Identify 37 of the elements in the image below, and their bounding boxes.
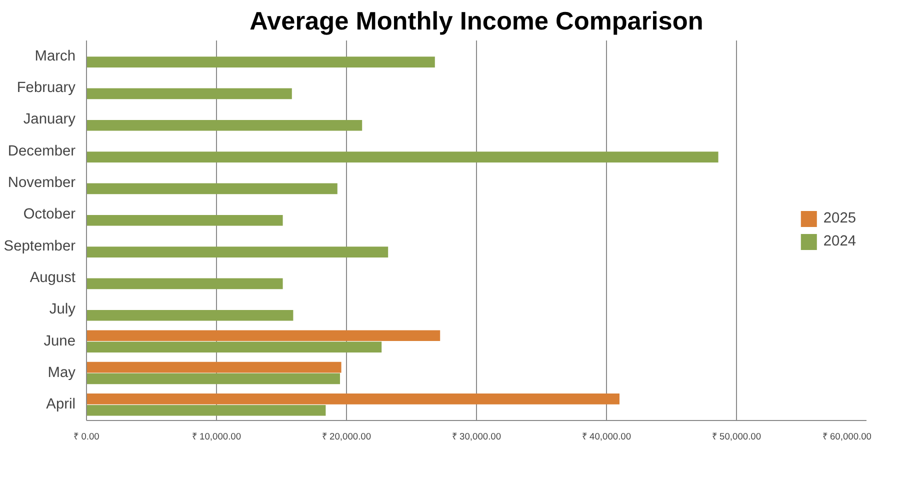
- y-tick-label: August: [30, 270, 76, 286]
- y-tick-label: October: [23, 206, 76, 223]
- y-tick-label: September: [4, 238, 76, 254]
- x-tick-label: ₹ 50,000.00: [712, 432, 762, 442]
- x-tick-label: ₹ 20,000.00: [322, 432, 372, 442]
- bar: [86, 342, 382, 352]
- x-tick-label: ₹ 0.00: [74, 432, 100, 442]
- x-tick-label: ₹ 10,000.00: [192, 432, 242, 442]
- y-tick-label: November: [8, 175, 76, 191]
- bar: [86, 88, 292, 100]
- bar: [86, 214, 283, 226]
- x-tick-label: ₹ 40,000.00: [582, 432, 632, 442]
- bar: [86, 246, 388, 258]
- y-tick-label: May: [48, 365, 76, 381]
- bar: [86, 394, 620, 404]
- bar: [86, 373, 340, 384]
- x-tick-label: ₹ 30,000.00: [452, 432, 502, 442]
- y-tick-label: March: [34, 48, 76, 64]
- bar: [86, 404, 326, 416]
- bar: [86, 278, 283, 290]
- y-tick-label: January: [23, 112, 76, 128]
- bar: [86, 362, 342, 373]
- y-tick-label: April: [46, 396, 76, 413]
- y-tick-label: December: [8, 143, 76, 160]
- bar: [86, 152, 718, 162]
- bar: [86, 120, 362, 131]
- chart-title: Average Monthly Income Comparison: [250, 8, 704, 36]
- bar: [86, 310, 294, 321]
- y-tick-label: February: [16, 80, 76, 96]
- y-tick-label: July: [49, 302, 76, 318]
- bar: [86, 330, 440, 342]
- bar: [86, 56, 435, 68]
- bar: [86, 183, 338, 194]
- legend-label: 2025: [823, 210, 856, 226]
- x-tick-label: ₹ 60,000.00: [822, 432, 872, 442]
- y-tick-label: June: [44, 333, 76, 350]
- legend-label: 2024: [823, 234, 856, 250]
